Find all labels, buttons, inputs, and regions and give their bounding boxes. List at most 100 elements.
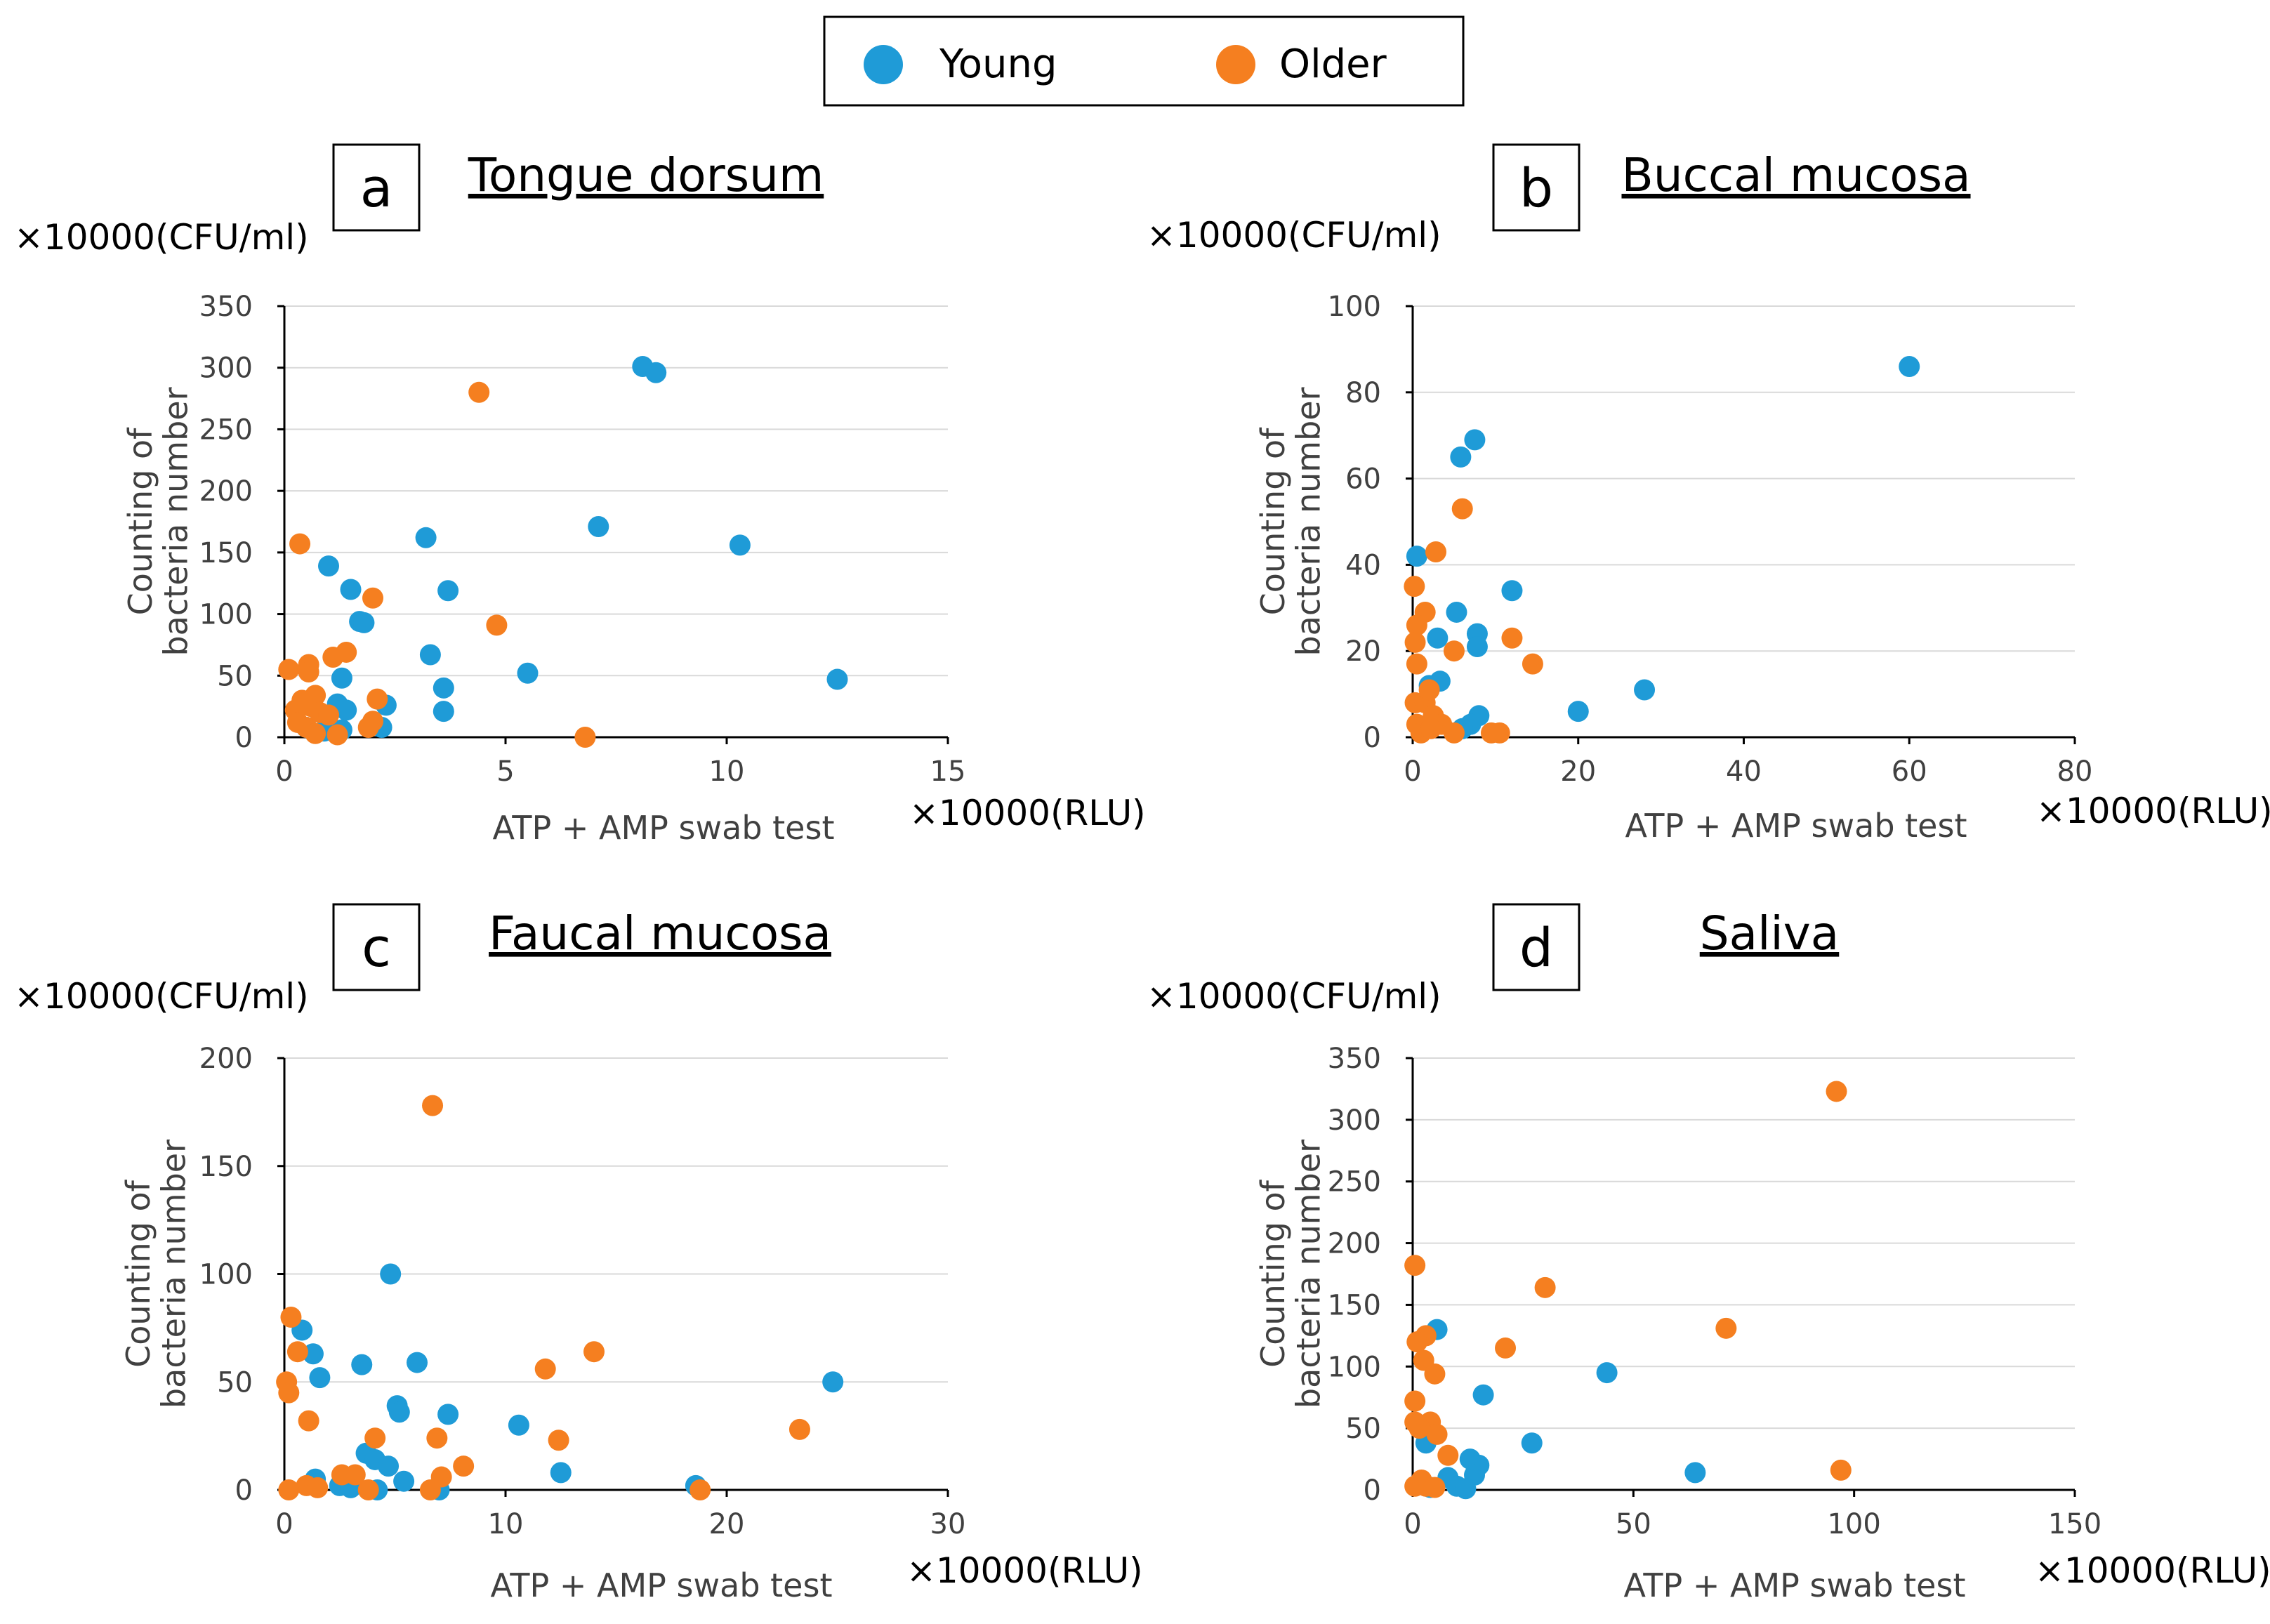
- y-tick-label: 50: [217, 660, 253, 692]
- point-older: [1406, 614, 1427, 636]
- y-tick-label: 150: [1328, 1289, 1381, 1321]
- point-young: [393, 1470, 415, 1492]
- point-young: [433, 701, 454, 722]
- x-axis-label: ATP + AMP swab test: [493, 809, 835, 847]
- x-tick-label: 10: [488, 1508, 524, 1540]
- chart-title: Buccal mucosa: [1621, 148, 1970, 202]
- legend-label-young: Young: [939, 41, 1057, 87]
- legend-marker-older: [1216, 45, 1255, 84]
- x-axis-label: ATP + AMP swab test: [1625, 807, 1967, 845]
- x-axis-label: ATP + AMP swab test: [491, 1566, 833, 1604]
- point-older: [422, 1095, 444, 1116]
- point-young: [1899, 355, 1920, 377]
- panel-letter: c: [362, 916, 391, 979]
- x-tick-label: 150: [2048, 1508, 2101, 1540]
- point-older: [1418, 679, 1440, 701]
- point-older: [1420, 718, 1441, 739]
- x-axis-label: ATP + AMP swab test: [1624, 1566, 1966, 1604]
- point-older: [486, 614, 508, 636]
- x-tick-label: 0: [1404, 755, 1421, 788]
- point-young: [1446, 601, 1467, 623]
- point-older: [1443, 722, 1465, 744]
- point-older: [1830, 1459, 1852, 1481]
- point-young: [353, 612, 375, 633]
- point-young: [309, 1367, 331, 1389]
- y-tick-label: 350: [199, 291, 253, 323]
- x-tick-label: 20: [709, 1508, 745, 1540]
- y-tick-label: 350: [1328, 1043, 1381, 1075]
- y-axis-label: Counting ofbacteria number: [119, 1140, 193, 1408]
- point-young: [550, 1462, 572, 1484]
- point-young: [826, 668, 848, 690]
- point-older: [1489, 722, 1510, 744]
- point-older: [1437, 1444, 1459, 1466]
- point-older: [419, 1479, 441, 1500]
- point-older: [298, 1410, 319, 1432]
- point-young: [407, 1352, 428, 1373]
- point-young: [517, 662, 539, 684]
- legend-marker-young: [864, 45, 903, 84]
- x-tick-label: 0: [275, 1508, 293, 1540]
- point-older: [326, 724, 348, 746]
- y-tick-label: 200: [199, 1043, 253, 1075]
- point-older: [1715, 1317, 1737, 1339]
- point-older: [1522, 653, 1543, 675]
- point-older: [322, 646, 344, 668]
- y-tick-label: 20: [1345, 635, 1381, 668]
- point-young: [380, 1263, 402, 1285]
- point-young: [1684, 1462, 1706, 1484]
- point-young: [1521, 1432, 1543, 1454]
- y-tick-label: 100: [1328, 291, 1381, 323]
- chart-panel-c: c Faucal mucosa×10000(CFU/ml)050100150200…: [14, 903, 1143, 1604]
- y-tick-label: 0: [235, 1474, 253, 1507]
- y-tick-label: 300: [1328, 1104, 1381, 1137]
- y-axis-label: Counting ofbacteria number: [1254, 387, 1328, 656]
- point-older: [689, 1479, 711, 1500]
- x-tick-label: 30: [930, 1508, 966, 1540]
- point-older: [1443, 640, 1465, 662]
- x-tick-label: 5: [496, 755, 514, 788]
- y-axis-label: Counting ofbacteria number: [1254, 1140, 1328, 1408]
- point-young: [388, 1401, 410, 1423]
- point-older: [1534, 1276, 1556, 1298]
- y-axis-label: Counting ofbacteria number: [121, 387, 195, 656]
- point-older: [1495, 1337, 1517, 1359]
- point-older: [278, 659, 300, 680]
- point-young: [419, 644, 441, 666]
- point-young: [433, 677, 454, 699]
- point-older: [1404, 1475, 1426, 1497]
- point-young: [1455, 1478, 1477, 1500]
- legend-box: [823, 15, 1465, 107]
- point-older: [278, 1479, 300, 1500]
- point-older: [1425, 541, 1447, 562]
- panel-letter-box: [332, 143, 421, 232]
- point-young: [508, 1414, 529, 1436]
- panel-letter: d: [1519, 916, 1553, 979]
- y-tick-label: 150: [199, 1151, 253, 1183]
- x-unit-label: ×10000(RLU): [2035, 1550, 2270, 1591]
- point-young: [1634, 679, 1656, 701]
- legend-label-older: Older: [1279, 41, 1387, 87]
- x-tick-label: 0: [275, 755, 293, 788]
- x-tick-label: 100: [1827, 1508, 1880, 1540]
- point-older: [1404, 1411, 1426, 1433]
- point-older: [1404, 631, 1426, 653]
- point-young: [336, 699, 357, 721]
- point-young: [331, 667, 352, 689]
- x-unit-label: ×10000(RLU): [909, 793, 1146, 833]
- point-young: [1472, 1384, 1494, 1406]
- point-older: [1404, 1390, 1426, 1412]
- point-older: [1451, 498, 1473, 520]
- x-unit-label: ×10000(RLU): [906, 1550, 1143, 1591]
- x-tick-label: 60: [1892, 755, 1927, 788]
- panel-letter-box: [1492, 903, 1581, 991]
- point-older: [548, 1430, 569, 1451]
- point-older: [307, 1477, 329, 1498]
- point-young: [378, 1455, 400, 1477]
- y-tick-label: 0: [235, 722, 253, 754]
- point-older: [318, 704, 339, 726]
- point-young: [437, 1404, 459, 1425]
- chart-panel-b: b Buccal mucosa ×10000(CFU/ml) 0 20 40 60 80 100…: [1147, 143, 2270, 845]
- point-older: [1424, 1477, 1446, 1498]
